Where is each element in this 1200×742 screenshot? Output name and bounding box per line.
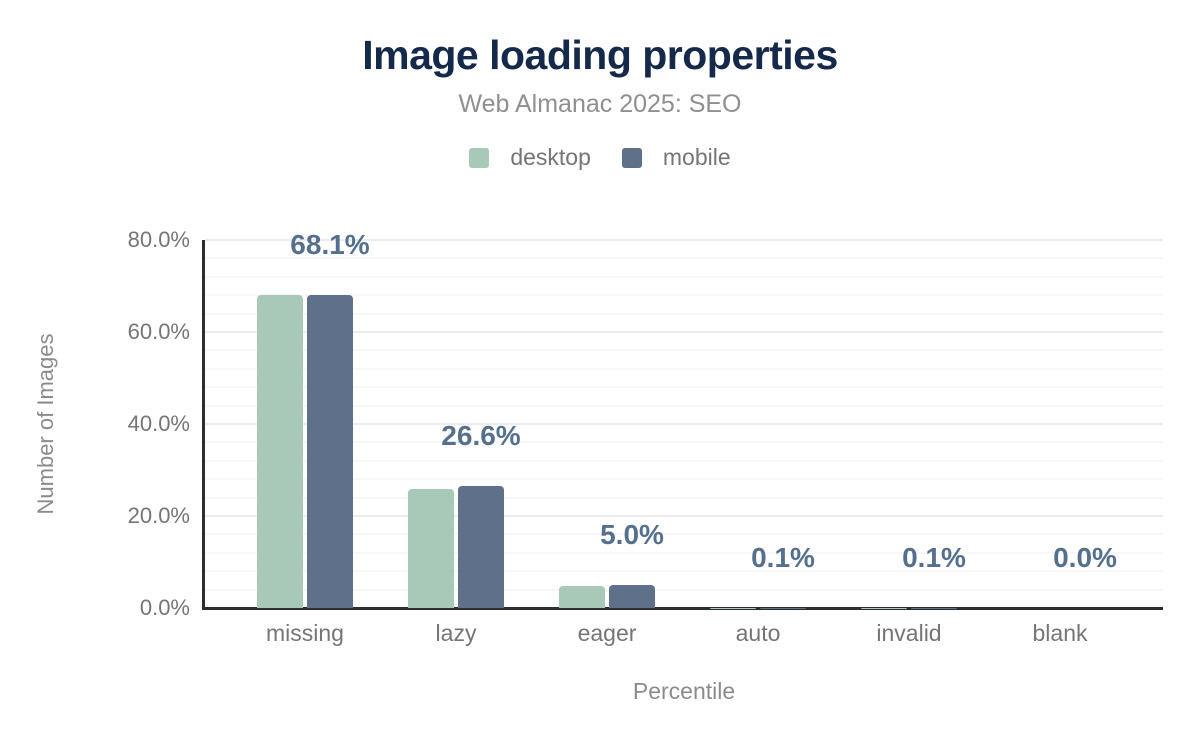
x-axis-title: Percentile xyxy=(632,678,736,704)
gridline-major xyxy=(205,515,1163,517)
bar-desktop-lazy[interactable] xyxy=(408,488,454,608)
gridline-minor xyxy=(205,478,1163,481)
legend-label-desktop: desktop xyxy=(510,144,591,170)
gridline-minor xyxy=(205,349,1163,352)
plot-area: 68.1% 26.6% 5.0% 0.1% 0.1% 0.0% xyxy=(202,229,1163,610)
gridline-minor xyxy=(205,459,1163,462)
chart-subtitle: Web Almanac 2025: SEO xyxy=(458,90,742,118)
x-axis-line xyxy=(202,607,1163,610)
y-tick-20.0%: 20.0% xyxy=(127,503,190,528)
gridline-minor xyxy=(205,570,1163,573)
legend-label-mobile: mobile xyxy=(662,144,731,170)
gridline-minor xyxy=(205,312,1163,315)
gridline-minor xyxy=(205,294,1163,297)
value-label-lazy: 26.6% xyxy=(441,419,521,451)
value-label-auto: 0.1% xyxy=(751,541,815,573)
gridline-major xyxy=(205,331,1163,333)
gridline-minor xyxy=(205,404,1163,407)
x-category-blank: blank xyxy=(1032,620,1088,646)
value-label-invalid: 0.1% xyxy=(902,541,966,573)
y-tick-60.0%: 60.0% xyxy=(127,319,190,344)
bar-desktop-eager[interactable] xyxy=(559,585,605,608)
gridline-minor xyxy=(205,257,1163,260)
value-label-missing: 68.1% xyxy=(290,228,370,260)
legend-item-mobile: mobile xyxy=(621,144,731,171)
bar-mobile-missing[interactable] xyxy=(307,294,353,608)
gridline-minor xyxy=(205,551,1163,554)
gridline-minor xyxy=(205,588,1163,591)
chart-title: Image loading properties xyxy=(362,32,838,78)
gridline-minor xyxy=(205,367,1163,370)
gridline-minor xyxy=(205,275,1163,278)
x-category-auto: auto xyxy=(735,620,781,646)
y-tick-80.0%: 80.0% xyxy=(127,227,190,252)
gridline-major xyxy=(205,423,1163,425)
legend-item-desktop: desktop xyxy=(469,144,591,171)
bar-mobile-eager[interactable] xyxy=(609,585,655,608)
legend-swatch-desktop xyxy=(469,147,490,168)
bar-desktop-missing[interactable] xyxy=(257,295,303,608)
y-tick-0.0%: 0.0% xyxy=(139,595,190,620)
chart-legend: desktop mobile xyxy=(0,144,1200,171)
gridline-major xyxy=(205,239,1163,241)
x-category-invalid: invalid xyxy=(876,620,942,646)
gridline-minor xyxy=(205,441,1163,444)
value-label-blank: 0.0% xyxy=(1053,542,1117,573)
gridline-minor xyxy=(205,386,1163,389)
x-category-lazy: lazy xyxy=(435,620,477,646)
bar-mobile-lazy[interactable] xyxy=(458,485,504,608)
y-axis-line xyxy=(202,240,205,608)
gridline-minor xyxy=(205,533,1163,536)
legend-swatch-mobile xyxy=(621,147,642,168)
value-label-eager: 5.0% xyxy=(600,519,664,550)
y-tick-40.0%: 40.0% xyxy=(127,411,190,436)
x-category-missing: missing xyxy=(266,620,344,646)
x-category-eager: eager xyxy=(577,620,637,646)
gridline-minor xyxy=(205,496,1163,499)
